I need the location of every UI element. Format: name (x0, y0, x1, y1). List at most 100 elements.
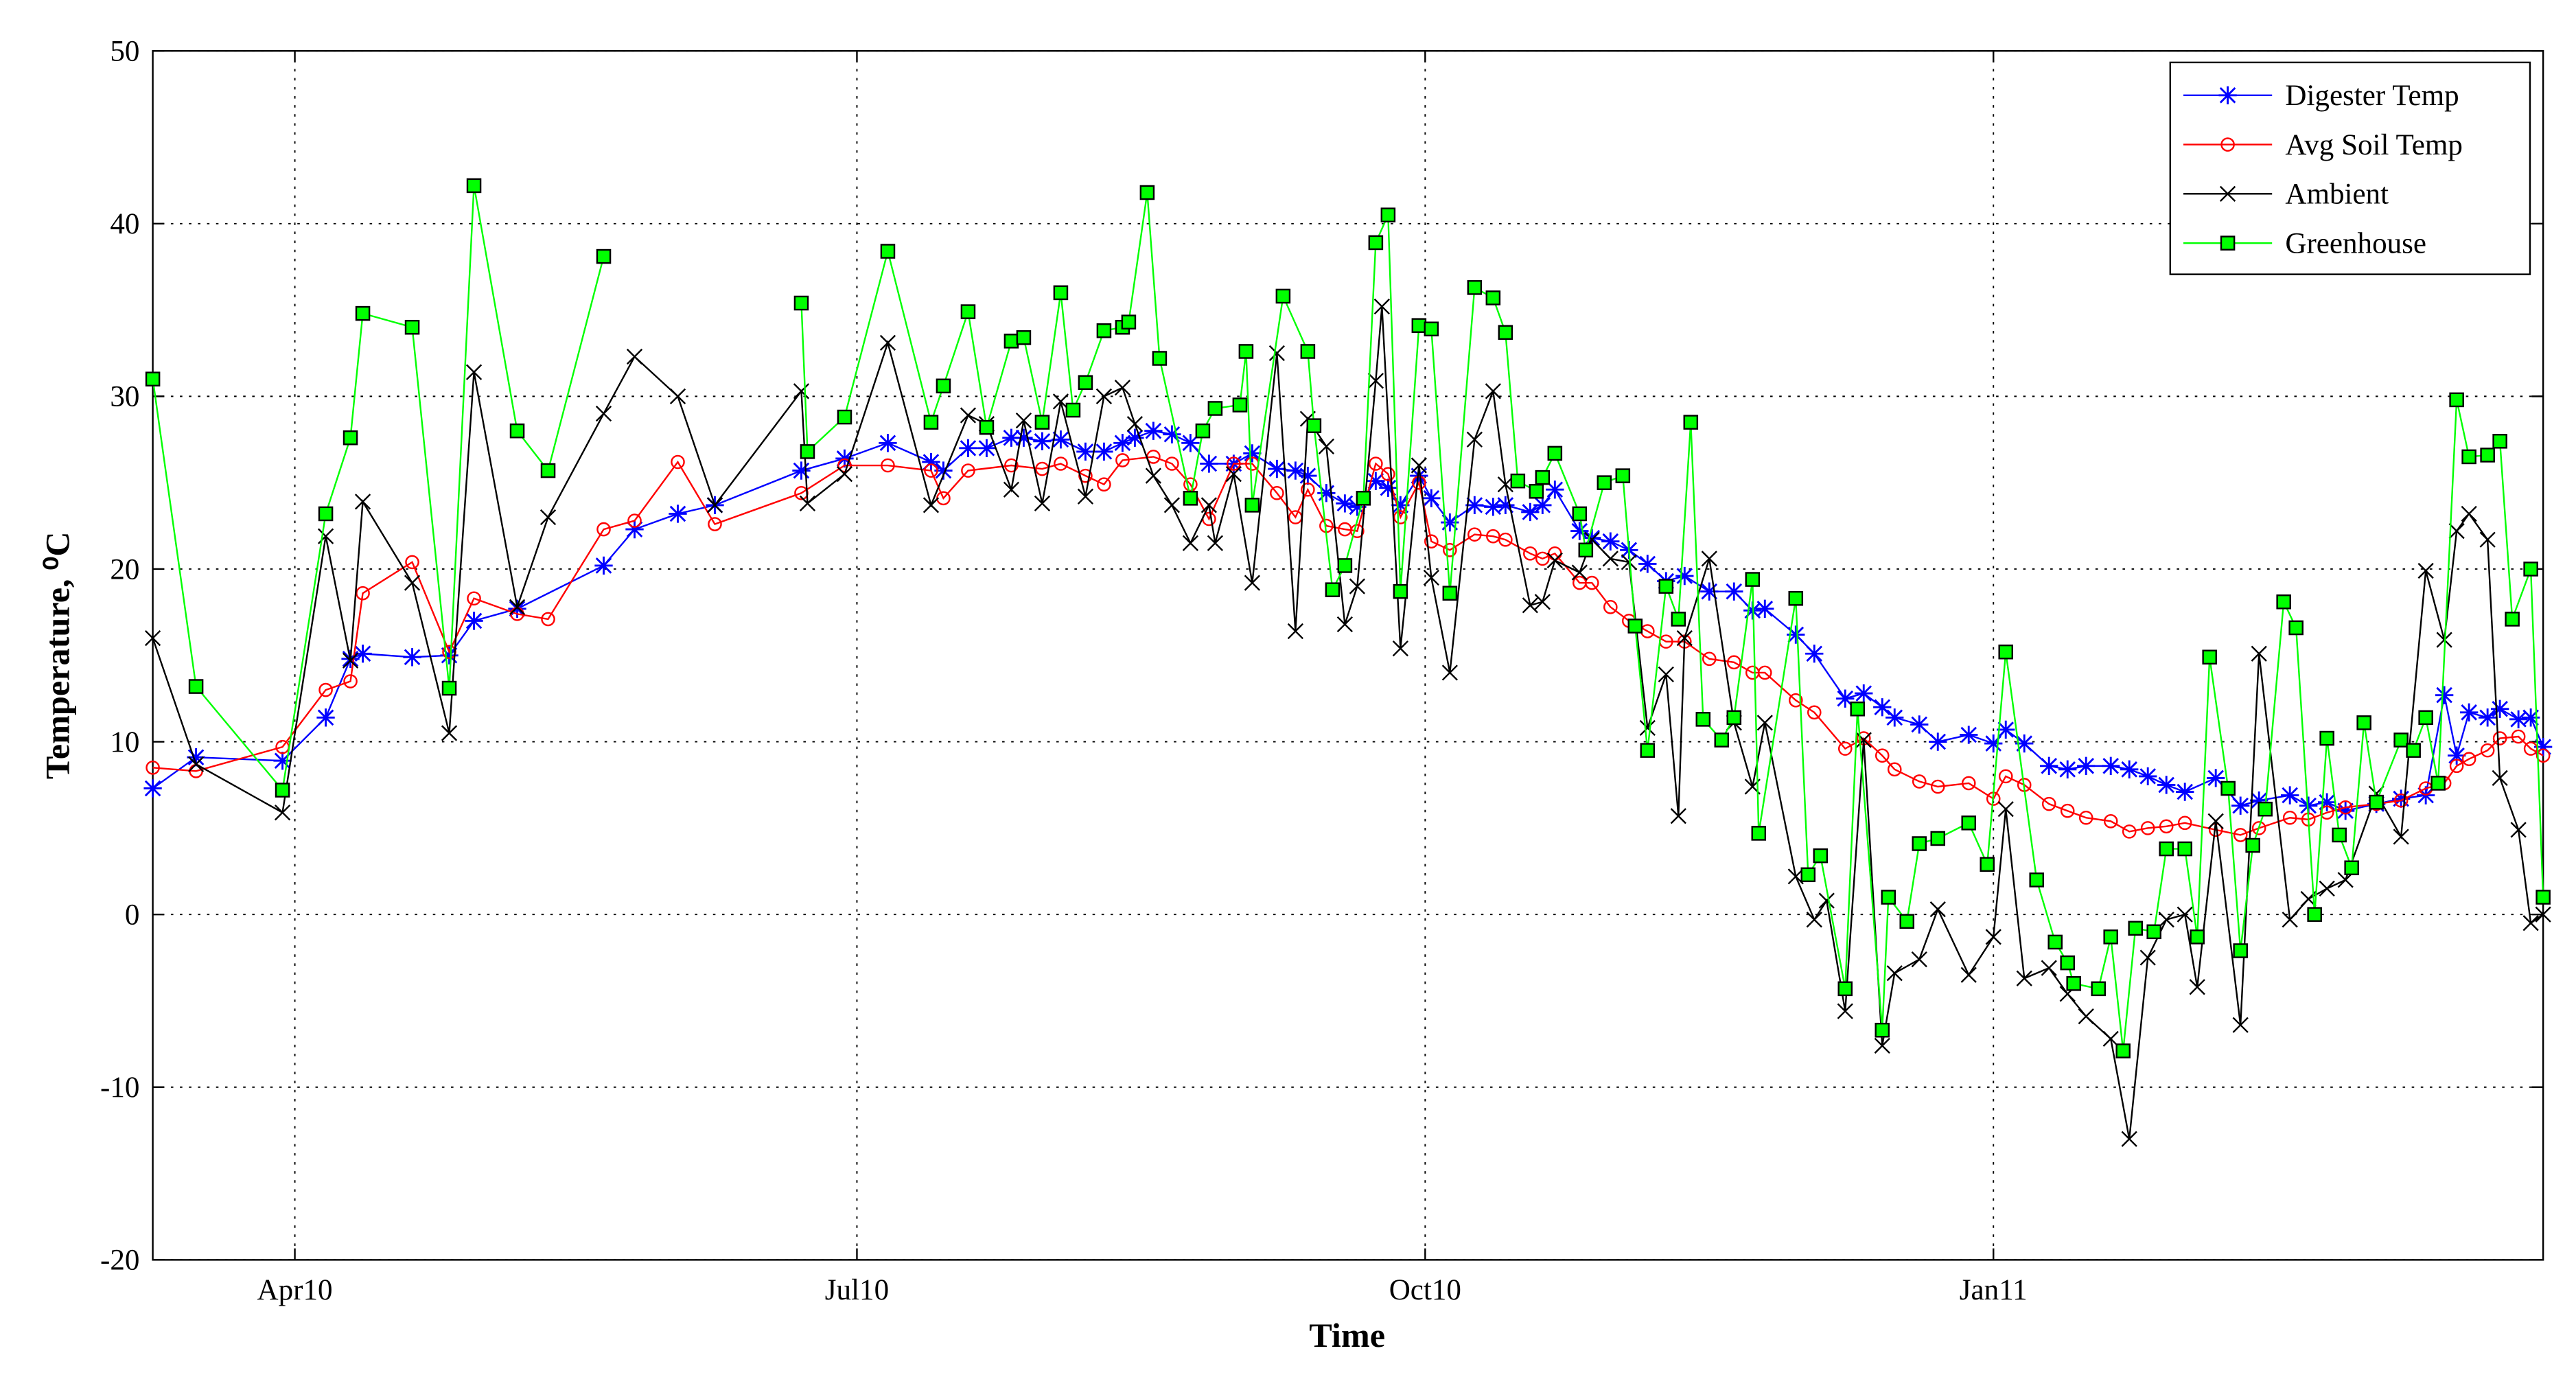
marker (1615, 468, 1631, 483)
marker (2202, 649, 2217, 665)
marker (1467, 280, 1483, 295)
marker (2282, 912, 2298, 928)
marker (404, 319, 420, 335)
marker (2449, 759, 2464, 774)
marker (1806, 912, 1822, 928)
marker (1929, 901, 1946, 918)
marker (404, 575, 421, 591)
marker (625, 520, 644, 539)
marker (1097, 477, 1111, 491)
marker (1465, 496, 1484, 515)
marker (1227, 456, 1241, 471)
marker (2091, 981, 2106, 997)
marker (355, 305, 371, 321)
y-tick-label: -20 (100, 1245, 139, 1277)
marker (2177, 906, 2193, 923)
marker (1325, 582, 1341, 597)
marker (188, 679, 204, 694)
marker (1441, 664, 1458, 681)
x-tick-label: Apr10 (257, 1274, 333, 1306)
marker (2120, 760, 2139, 778)
marker (1912, 836, 1927, 851)
marker (1287, 623, 1303, 640)
marker (2282, 810, 2297, 825)
marker (2139, 767, 2157, 786)
marker (1466, 431, 1483, 448)
marker (1960, 967, 1977, 983)
marker (671, 454, 685, 470)
marker (1670, 808, 1686, 824)
marker (1270, 485, 1284, 500)
marker (880, 244, 896, 259)
marker (2492, 731, 2507, 745)
marker (1423, 569, 1439, 586)
marker (1367, 472, 1385, 490)
marker (1534, 594, 1551, 610)
marker (1961, 776, 1976, 791)
marker (1997, 720, 2015, 739)
marker (2479, 531, 2496, 548)
marker (1054, 456, 1068, 471)
marker (1571, 564, 1588, 581)
marker (1144, 421, 1163, 440)
marker (1183, 491, 1198, 506)
marker (1638, 555, 1657, 573)
marker (1336, 616, 1353, 633)
marker (1985, 929, 2001, 945)
marker (1115, 453, 1130, 467)
marker (1998, 644, 2014, 660)
marker (187, 756, 205, 772)
marker (1885, 708, 1904, 727)
marker (2157, 776, 2176, 794)
marker (1393, 583, 1408, 599)
marker (1095, 442, 1113, 461)
marker (1076, 442, 1095, 461)
marker (403, 648, 421, 667)
marker (2158, 912, 2174, 928)
marker (2418, 710, 2433, 726)
marker (1676, 629, 1693, 647)
marker (1675, 566, 1694, 586)
marker (1714, 732, 1730, 748)
marker (1535, 470, 1551, 485)
marker (1003, 334, 1019, 349)
marker (1912, 774, 1927, 789)
marker (2220, 235, 2236, 251)
marker (2102, 756, 2120, 775)
marker (2393, 793, 2409, 808)
marker (1850, 701, 1866, 717)
marker (1015, 412, 1032, 429)
marker (2218, 86, 2237, 104)
marker (1195, 423, 1211, 439)
marker (669, 505, 687, 523)
marker (1014, 428, 1033, 447)
marker (1546, 552, 1563, 569)
marker (1034, 495, 1051, 511)
marker (2338, 800, 2353, 815)
marker (1873, 698, 1892, 717)
marker (1126, 428, 1144, 447)
marker (1336, 494, 1354, 513)
marker (1757, 665, 1772, 680)
marker (1121, 314, 1137, 329)
marker (1139, 185, 1155, 200)
marker (706, 497, 723, 513)
marker (793, 295, 809, 311)
marker (1412, 475, 1426, 490)
marker (1929, 732, 1947, 751)
marker (1317, 484, 1336, 502)
marker (1268, 345, 1285, 362)
marker (923, 497, 940, 513)
marker (2521, 708, 2540, 727)
marker (2159, 819, 2174, 834)
marker (960, 304, 976, 319)
marker (2480, 743, 2495, 758)
marker (1813, 848, 1829, 864)
marker (1078, 468, 1093, 483)
marker (466, 178, 482, 194)
marker (979, 419, 995, 435)
marker (1301, 482, 1315, 497)
marker (2258, 801, 2273, 817)
marker (1498, 325, 1513, 340)
